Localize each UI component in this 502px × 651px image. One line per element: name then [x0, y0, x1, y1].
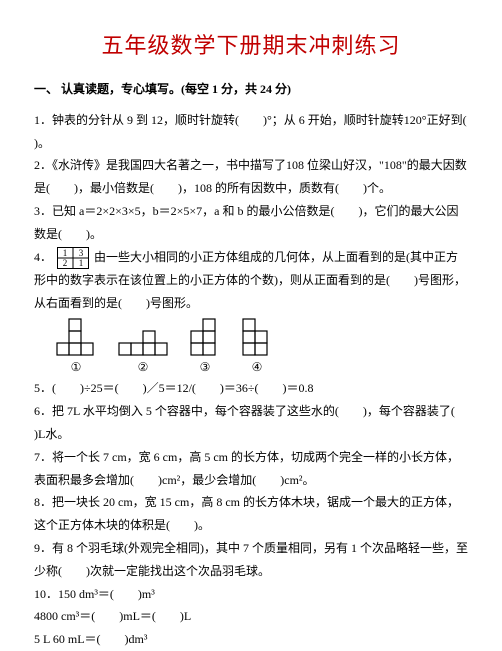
shape-2-icon [118, 328, 168, 358]
svg-text:2: 2 [63, 258, 68, 268]
figure-label-1: ① [71, 360, 82, 375]
question-4-prefix: 4． [34, 250, 52, 264]
figure-options-row: ① ② ③ [56, 318, 468, 375]
figure-option-2: ② [118, 328, 168, 375]
shape-1-icon [56, 318, 96, 358]
question-8: 8．把一块长 20 cm，宽 15 cm，高 8 cm 的长方体木块，锯成一个最… [34, 491, 468, 537]
svg-text:1: 1 [63, 248, 68, 258]
question-1: 1．钟表的分针从 9 到 12，顺时针旋转( )°；从 6 开始，顺时针旋转12… [34, 109, 468, 155]
question-9: 9．有 8 个羽毛球(外观完全相同)，其中 7 个质量相同，另有 1 个次品略轻… [34, 537, 468, 583]
question-4: 4． 1 3 2 1 由一些大小相同的小正方体组成的几何体，从上面看到的是(其中… [34, 246, 468, 315]
figure-option-3: ③ [190, 318, 220, 375]
figure-option-4: ④ [242, 318, 272, 375]
section-1-heading: 一、 认真读题，专心填写。(每空 1 分，共 24 分) [34, 78, 468, 101]
figure-label-3: ③ [200, 360, 211, 375]
question-4-body: 由一些大小相同的小正方体组成的几何体，从上面看到的是(其中正方形中的数字表示在该… [34, 250, 466, 310]
question-2: 2．《水浒传》是我国四大名著之一，书中描写了108 位梁山好汉，"108"的最大… [34, 154, 468, 200]
figure-label-4: ④ [252, 360, 263, 375]
question-10b: 4800 cm³＝( )mL＝( )L [34, 605, 468, 628]
question-3: 3．已知 a＝2×2×3×5，b＝2×5×7，a 和 b 的最小公倍数是( )，… [34, 200, 468, 246]
question-10c: 5 L 60 mL＝( )dm³ [34, 628, 468, 651]
question-10a: 10．150 dm³＝( )m³ [34, 583, 468, 606]
svg-text:1: 1 [79, 258, 84, 268]
question-5: 5．( )÷25＝( )／5＝12/( )＝36÷( )＝0.8 [34, 377, 468, 400]
figure-option-1: ① [56, 318, 96, 375]
shape-4-icon [242, 318, 272, 358]
figure-label-2: ② [138, 360, 149, 375]
question-6: 6．把 7L 水平均倒入 5 个容器中，每个容器装了这些水的( )，每个容器装了… [34, 400, 468, 446]
shape-3-icon [190, 318, 220, 358]
svg-text:3: 3 [79, 248, 84, 258]
page-title: 五年级数学下册期末冲刺练习 [34, 28, 468, 60]
question-7: 7．将一个长 7 cm，宽 6 cm，高 5 cm 的长方体，切成两个完全一样的… [34, 446, 468, 492]
top-view-grid-icon: 1 3 2 1 [57, 247, 89, 269]
